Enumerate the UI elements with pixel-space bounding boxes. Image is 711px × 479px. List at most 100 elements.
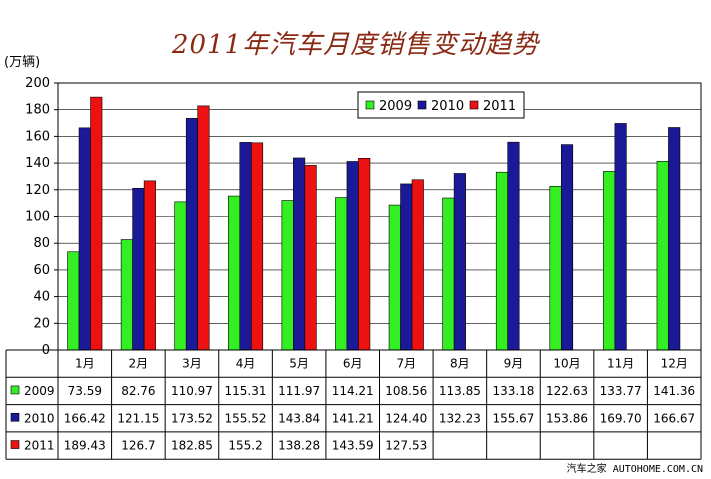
y-tick-label: 200 [25,76,50,91]
table-cell: 127.53 [385,439,427,453]
table-cell: 141.21 [332,411,374,425]
y-tick-label: 60 [33,263,50,278]
table-cell: 115.31 [225,384,267,398]
table-series-name: 2009 [24,384,55,398]
table-cell: 132.23 [439,411,481,425]
bar-2010-6 [346,161,359,351]
table-cell: 111.97 [278,384,320,398]
bar-2011-2 [143,180,156,351]
bar-2009-7 [388,204,401,351]
legend-swatch-2010 [417,100,427,110]
bar-2010-10 [560,144,574,351]
legend-label: 2009 [379,99,412,114]
bar-2011-3 [197,105,210,351]
bar-2009-10 [549,185,562,351]
bar-2010-12 [668,127,681,351]
table-cell: 114.21 [332,384,374,398]
bar-2009-1 [67,251,80,351]
category-label: 2月 [129,357,149,371]
bar-2010-8 [453,173,466,351]
category-label: 11月 [607,357,634,371]
table-cell: 173.52 [171,411,213,425]
table-cell: 169.70 [600,411,642,425]
table-cell: 124.40 [385,411,427,425]
bar-2010-5 [293,157,306,351]
table-cell: 189.43 [64,439,106,453]
category-label: 12月 [661,357,688,371]
table-cell: 138.28 [278,439,320,453]
category-label: 10月 [553,357,580,371]
y-tick-label: 120 [25,183,50,198]
bar-2009-6 [335,197,348,351]
table-cell: 82.76 [121,384,155,398]
table-cell: 113.85 [439,384,481,398]
table-key-swatch-2009 [10,385,20,395]
bar-2011-5 [304,165,317,351]
table-series-name: 2010 [24,411,55,425]
category-label: 5月 [289,357,309,371]
y-tick-label: 180 [25,103,50,118]
table-cell: 141.36 [653,384,695,398]
y-tick-label: 160 [25,129,50,144]
category-label: 9月 [504,357,524,371]
bar-2010-11 [614,123,627,351]
grid-layer [57,82,702,351]
category-label: 7月 [396,357,416,371]
table-cell: 155.2 [228,439,262,453]
table-series-name: 2011 [24,439,55,453]
table-cell: 153.86 [546,411,588,425]
bar-2009-12 [656,160,669,351]
bar-2009-3 [174,201,187,351]
table-cell: 110.97 [171,384,213,398]
table-cell: 121.15 [117,411,159,425]
legend-label: 2010 [431,99,464,114]
table-cell: 143.84 [278,411,320,425]
bar-2010-9 [507,141,520,351]
legend-box [357,91,525,119]
table-cell: 73.59 [68,384,102,398]
y-tick-label: 40 [33,290,50,305]
bar-2011-4 [250,142,264,351]
chart-title: 2011年汽车月度销售变动趋势 [171,30,540,60]
table-cell: 166.67 [653,411,695,425]
bar-2010-4 [239,142,252,351]
table-cell: 166.42 [64,411,106,425]
table-cell: 126.7 [121,439,155,453]
bar-2010-2 [132,187,145,351]
bar-2009-11 [603,171,616,351]
category-label: 3月 [182,357,202,371]
table-cell: 108.56 [385,384,427,398]
table-cell: 143.59 [332,439,374,453]
bar-2010-7 [400,183,413,351]
watermark: 汽车之家 AUTOHOME.COM.CN [566,464,703,475]
legend-label: 2011 [483,99,516,114]
table-cell: 122.63 [546,384,588,398]
bar-2009-9 [495,171,509,351]
bar-2009-2 [120,239,133,351]
bar-2009-4 [227,195,241,351]
y-unit-label: (万辆) [4,55,40,70]
bar-2011-1 [90,96,103,351]
data-table: 1月 2月 3月 4月 5月 6月 7月 8月 9月 10月 11月 12月 2009 73.59 82.7… [5,349,702,460]
category-label: 4月 [236,357,256,371]
category-label: 8月 [450,357,470,371]
legend-swatch-2009 [365,100,375,110]
y-tick-label: 140 [25,156,50,171]
table-key-swatch-2011 [10,440,20,449]
category-label: 6月 [343,357,363,371]
legend-swatch-2011 [469,100,479,110]
table-cell: 133.18 [492,384,534,398]
bar-2010-1 [78,127,91,351]
category-label: 1月 [75,357,95,371]
bar-2009-8 [442,197,455,351]
table-cell: 155.52 [225,411,267,425]
bar-2011-6 [358,158,371,351]
table-key-swatch-2010 [10,412,20,422]
bar-2011-7 [411,179,424,351]
legend: 2009 2010 2011 [357,91,525,119]
table-cell: 133.77 [600,384,642,398]
y-tick-label: 20 [33,316,50,331]
bar-2009-5 [281,200,294,351]
